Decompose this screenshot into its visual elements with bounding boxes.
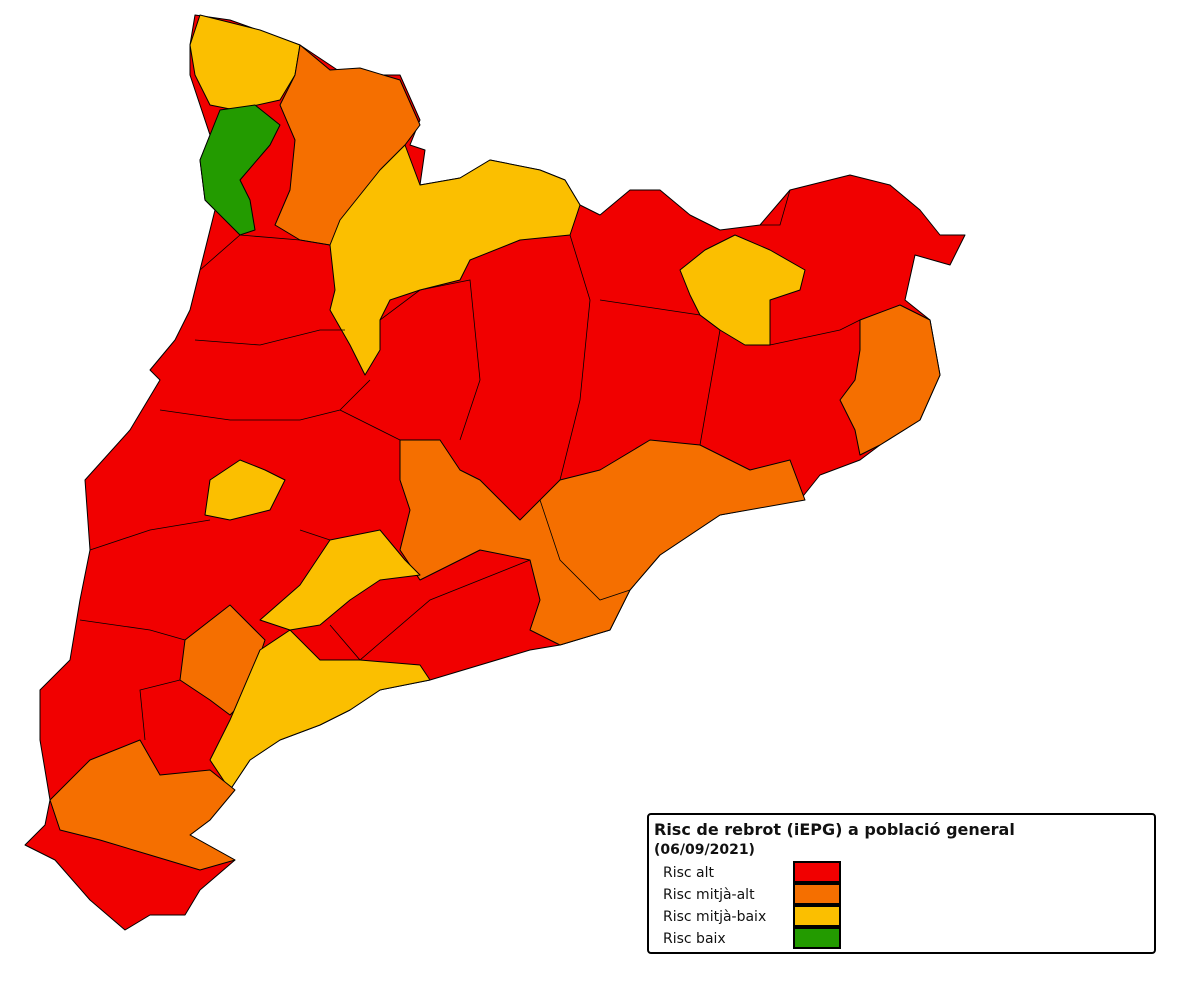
region-border — [199, 234, 331, 271]
region — [399, 439, 806, 646]
region-border — [139, 679, 181, 741]
legend-label: Risc mitjà-baix — [663, 909, 767, 925]
region-border — [599, 299, 721, 446]
legend-subtitle: (06/09/2021) — [654, 842, 755, 858]
region — [199, 104, 281, 236]
region-border — [159, 379, 371, 421]
region-border — [194, 329, 345, 346]
region-border — [769, 319, 861, 346]
region-border — [339, 409, 401, 441]
legend: Risc de rebrot (iEPG) a població general… — [647, 813, 1156, 954]
region-border — [379, 279, 481, 441]
legend-swatch — [793, 927, 841, 949]
legend-swatch — [793, 861, 841, 883]
region — [49, 739, 236, 871]
region — [329, 144, 581, 376]
region — [259, 529, 421, 631]
region-border — [79, 619, 186, 641]
legend-swatch — [793, 905, 841, 927]
legend-label: Risc baix — [663, 931, 726, 947]
legend-title: Risc de rebrot (iEPG) a població general — [654, 820, 1015, 839]
legend-label: Risc mitjà-alt — [663, 887, 755, 903]
region — [204, 459, 286, 521]
legend-label: Risc alt — [663, 865, 715, 881]
region-border — [299, 529, 331, 541]
region — [189, 14, 301, 111]
region-border — [760, 189, 791, 226]
region-border — [89, 519, 211, 551]
region-border — [539, 499, 631, 601]
region — [209, 629, 431, 791]
region-border — [559, 234, 591, 481]
legend-swatch — [793, 883, 841, 905]
region-border — [329, 559, 531, 661]
region — [839, 304, 941, 456]
